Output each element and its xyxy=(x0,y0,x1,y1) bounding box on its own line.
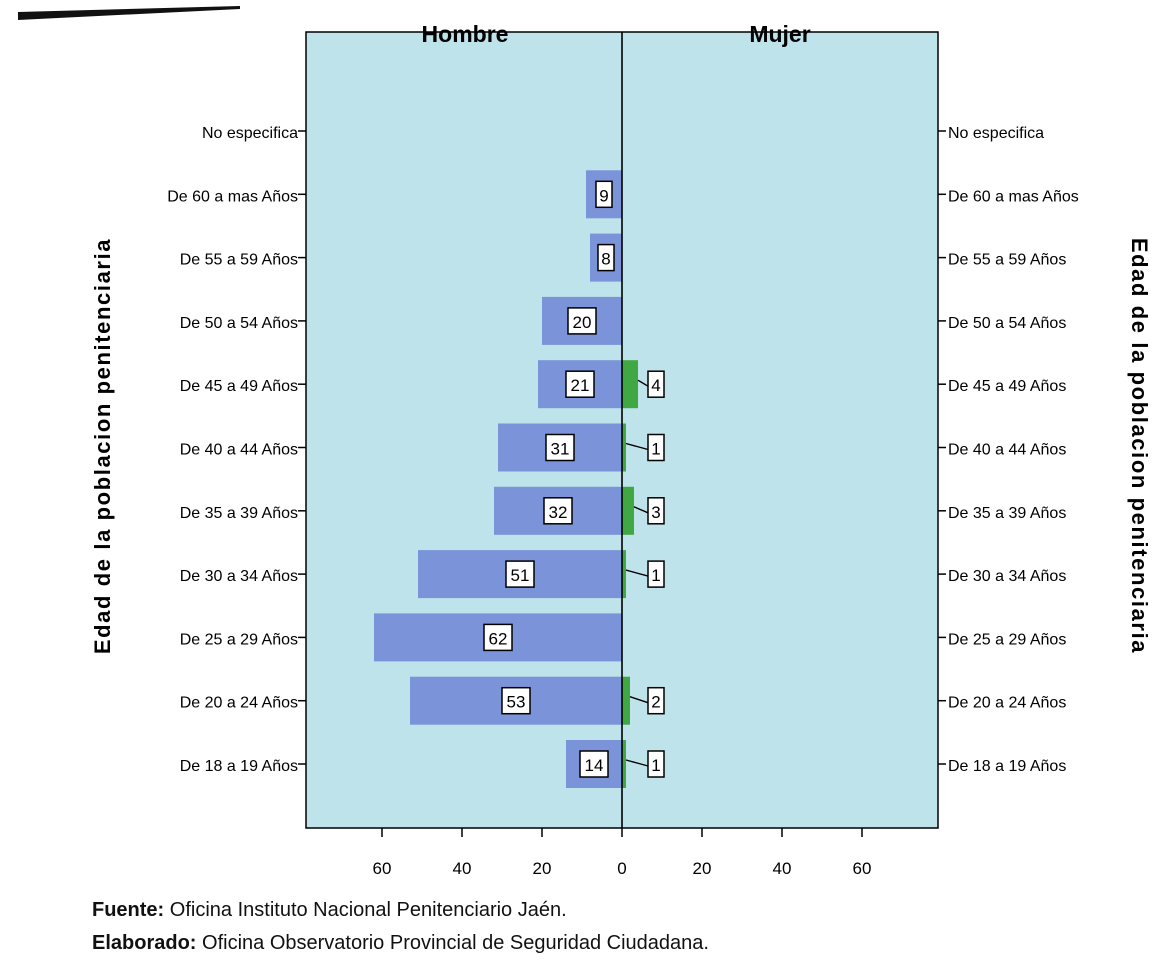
x-tick-label: 40 xyxy=(453,859,472,878)
bar-mujer xyxy=(622,677,630,725)
data-label-hombre: 51 xyxy=(511,566,530,585)
data-label-hombre: 62 xyxy=(489,629,508,648)
scan-edge-mark xyxy=(18,6,240,20)
category-label-right: De 55 a 59 Años xyxy=(948,252,1066,269)
y-axis-title-left: Edad de la poblacion penitenciaria xyxy=(90,238,115,654)
bar-mujer xyxy=(622,487,634,535)
panel-title-hombre: Hombre xyxy=(422,21,509,47)
x-tick-label: 60 xyxy=(373,859,392,878)
x-tick-label: 40 xyxy=(773,859,792,878)
category-label-left: De 35 a 39 Años xyxy=(180,505,298,522)
data-label-mujer: 4 xyxy=(651,376,660,395)
y-axis-title-right: Edad de la poblacion penitenciaria xyxy=(1127,238,1152,654)
category-label-right: De 45 a 49 Años xyxy=(948,378,1066,395)
category-label-right: De 30 a 34 Años xyxy=(948,568,1066,585)
x-tick-label: 20 xyxy=(533,859,552,878)
category-label-right: De 25 a 29 Años xyxy=(948,631,1066,648)
data-label-mujer: 1 xyxy=(651,440,660,459)
footer-credit-text: Oficina Observatorio Provincial de Segur… xyxy=(196,932,709,954)
data-label-hombre: 9 xyxy=(599,186,608,205)
category-label-left: De 60 a mas Años xyxy=(167,188,298,205)
x-tick-label: 0 xyxy=(617,859,626,878)
category-label-left: De 30 a 34 Años xyxy=(180,568,298,585)
data-label-mujer: 2 xyxy=(651,693,660,712)
category-label-left: De 55 a 59 Años xyxy=(180,252,298,269)
panel-title-mujer: Mujer xyxy=(749,21,810,47)
category-label-left: De 50 a 54 Años xyxy=(180,315,298,332)
data-label-hombre: 21 xyxy=(571,376,590,395)
footer-source-line: Fuente: Oficina Instituto Nacional Penit… xyxy=(92,899,567,922)
category-label-left: De 20 a 24 Años xyxy=(180,695,298,712)
footer-credit-line: Elaborado: Oficina Observatorio Provinci… xyxy=(92,932,709,955)
category-label-left: No especifica xyxy=(202,125,298,142)
x-tick-label: 20 xyxy=(693,859,712,878)
data-label-hombre: 31 xyxy=(551,440,570,459)
bar-mujer xyxy=(622,360,638,408)
data-label-hombre: 8 xyxy=(601,250,610,269)
category-label-left: De 18 a 19 Años xyxy=(180,758,298,775)
data-label-mujer: 1 xyxy=(651,756,660,775)
data-label-mujer: 3 xyxy=(651,503,660,522)
category-label-left: De 40 a 44 Años xyxy=(180,442,298,459)
footer-source-label: Fuente: xyxy=(92,899,164,921)
data-label-mujer: 1 xyxy=(651,566,660,585)
category-label-right: De 40 a 44 Años xyxy=(948,442,1066,459)
category-label-right: De 18 a 19 Años xyxy=(948,758,1066,775)
category-label-right: De 35 a 39 Años xyxy=(948,505,1066,522)
footer-credit-label: Elaborado: xyxy=(92,932,196,954)
data-label-hombre: 14 xyxy=(585,756,604,775)
data-label-hombre: 20 xyxy=(573,313,592,332)
footer-source-text: Oficina Instituto Nacional Penitenciario… xyxy=(164,899,566,921)
category-label-left: De 25 a 29 Años xyxy=(180,631,298,648)
category-label-right: De 20 a 24 Años xyxy=(948,695,1066,712)
category-label-right: De 50 a 54 Años xyxy=(948,315,1066,332)
category-label-left: De 45 a 49 Años xyxy=(180,378,298,395)
category-label-right: De 60 a mas Años xyxy=(948,188,1079,205)
x-tick-label: 60 xyxy=(853,859,872,878)
data-label-hombre: 53 xyxy=(507,693,526,712)
category-label-right: No especifica xyxy=(948,125,1044,142)
data-label-hombre: 32 xyxy=(549,503,568,522)
